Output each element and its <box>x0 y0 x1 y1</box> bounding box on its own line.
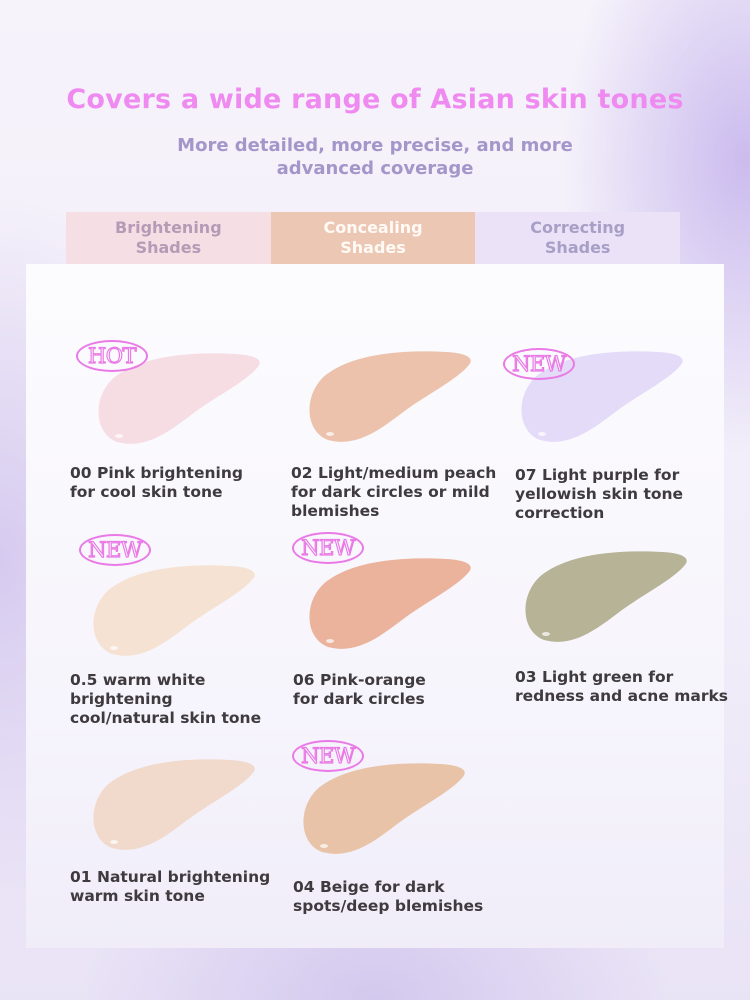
shade-label: 06 Pink-orange for dark circles <box>293 671 426 708</box>
shade-swatch <box>97 350 272 460</box>
shade-label: 03 Light green for redness and acne mark… <box>515 668 729 705</box>
tab-label: Brightening Shades <box>115 218 222 257</box>
shade-category-tabs: Brightening Shades Concealing Shades Cor… <box>66 212 681 264</box>
tab-correcting-shades[interactable]: Correcting Shades <box>475 212 681 264</box>
shade-swatch <box>308 555 483 665</box>
shade-swatch <box>302 760 477 870</box>
new-badge: NEW <box>292 740 364 772</box>
shade-swatch <box>92 756 267 866</box>
shade-label: 02 Light/medium peach for dark circles o… <box>291 464 497 520</box>
shade-swatch <box>524 548 699 658</box>
tab-concealing-shades[interactable]: Concealing Shades <box>270 212 476 264</box>
shade-swatch <box>308 348 483 458</box>
tab-brightening-shades[interactable]: Brightening Shades <box>66 212 271 264</box>
shade-swatch <box>92 562 267 672</box>
shade-label: 0.5 warm white brightening cool/natural … <box>70 671 262 727</box>
shade-label: 07 Light purple for yellowish skin tone … <box>515 466 684 522</box>
subheadline: More detailed, more precise, and more ad… <box>177 135 573 179</box>
new-badge: NEW <box>292 532 364 564</box>
shade-label: 04 Beige for dark spots/deep blemishes <box>293 878 484 915</box>
hot-badge: HOT <box>76 340 148 372</box>
new-badge: NEW <box>503 348 575 380</box>
shade-label: 01 Natural brightening warm skin tone <box>70 868 271 905</box>
shade-label: 00 Pink brightening for cool skin tone <box>70 464 243 501</box>
tab-label: Correcting Shades <box>530 218 626 257</box>
new-badge: NEW <box>79 534 151 566</box>
tab-label: Concealing Shades <box>323 218 423 257</box>
headline: Covers a wide range of Asian skin tones <box>66 84 684 115</box>
